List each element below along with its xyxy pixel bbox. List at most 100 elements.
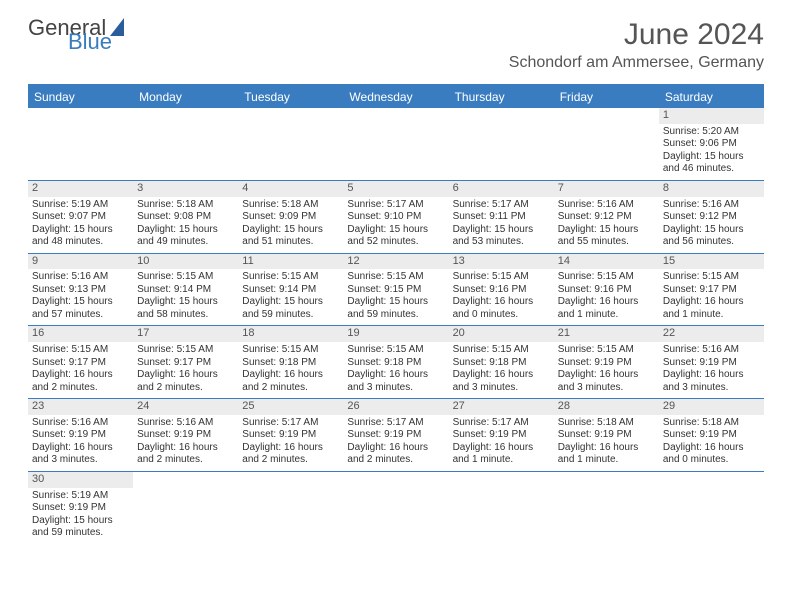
day-number: 21 <box>554 326 659 342</box>
daylight-text: and 3 minutes. <box>558 382 655 395</box>
daylight-text: Daylight: 16 hours <box>453 369 550 382</box>
sunrise-text: Sunrise: 5:15 AM <box>558 271 655 284</box>
week-row: 30Sunrise: 5:19 AMSunset: 9:19 PMDayligh… <box>28 472 764 544</box>
day-cell: 6Sunrise: 5:17 AMSunset: 9:11 PMDaylight… <box>449 181 554 253</box>
daylight-text: and 59 minutes. <box>347 309 444 322</box>
sunset-text: Sunset: 9:09 PM <box>242 211 339 224</box>
day-number <box>659 472 764 474</box>
day-number <box>554 472 659 474</box>
day-cell <box>238 108 343 180</box>
day-number: 28 <box>554 399 659 415</box>
sunset-text: Sunset: 9:13 PM <box>32 284 129 297</box>
sunrise-text: Sunrise: 5:16 AM <box>32 417 129 430</box>
day-number: 2 <box>28 181 133 197</box>
day-cell: 10Sunrise: 5:15 AMSunset: 9:14 PMDayligh… <box>133 254 238 326</box>
day-cell: 5Sunrise: 5:17 AMSunset: 9:10 PMDaylight… <box>343 181 448 253</box>
day-cell: 13Sunrise: 5:15 AMSunset: 9:16 PMDayligh… <box>449 254 554 326</box>
day-number: 9 <box>28 254 133 270</box>
day-cell: 7Sunrise: 5:16 AMSunset: 9:12 PMDaylight… <box>554 181 659 253</box>
daylight-text: and 51 minutes. <box>242 236 339 249</box>
daylight-text: Daylight: 15 hours <box>663 151 760 164</box>
sunrise-text: Sunrise: 5:19 AM <box>32 490 129 503</box>
daylight-text: and 1 minute. <box>453 454 550 467</box>
sunrise-text: Sunrise: 5:17 AM <box>453 417 550 430</box>
daylight-text: Daylight: 16 hours <box>558 296 655 309</box>
daylight-text: Daylight: 15 hours <box>558 224 655 237</box>
daylight-text: and 2 minutes. <box>347 454 444 467</box>
sunset-text: Sunset: 9:19 PM <box>558 357 655 370</box>
daylight-text: and 3 minutes. <box>347 382 444 395</box>
daylight-text: and 58 minutes. <box>137 309 234 322</box>
day-cell <box>659 472 764 544</box>
day-cell: 11Sunrise: 5:15 AMSunset: 9:14 PMDayligh… <box>238 254 343 326</box>
daylight-text: and 3 minutes. <box>453 382 550 395</box>
sunset-text: Sunset: 9:11 PM <box>453 211 550 224</box>
daylight-text: Daylight: 15 hours <box>32 296 129 309</box>
daylight-text: and 52 minutes. <box>347 236 444 249</box>
day-number: 22 <box>659 326 764 342</box>
day-cell: 4Sunrise: 5:18 AMSunset: 9:09 PMDaylight… <box>238 181 343 253</box>
daylight-text: and 1 minute. <box>663 309 760 322</box>
sunrise-text: Sunrise: 5:15 AM <box>137 271 234 284</box>
day-number: 29 <box>659 399 764 415</box>
day-header: Sunday <box>28 86 133 108</box>
daylight-text: and 59 minutes. <box>32 527 129 540</box>
daylight-text: Daylight: 16 hours <box>347 442 444 455</box>
logo: General Blue <box>28 18 124 52</box>
sunset-text: Sunset: 9:14 PM <box>242 284 339 297</box>
day-number <box>554 108 659 110</box>
calendar: Sunday Monday Tuesday Wednesday Thursday… <box>28 84 764 544</box>
daylight-text: and 3 minutes. <box>663 382 760 395</box>
sunrise-text: Sunrise: 5:18 AM <box>242 199 339 212</box>
day-cell: 22 Sunrise: 5:16 AMSunset: 9:19 PMDayligh… <box>659 326 764 398</box>
daylight-text: and 1 minute. <box>558 309 655 322</box>
sunset-text: Sunset: 9:06 PM <box>663 138 760 151</box>
daylight-text: and 57 minutes. <box>32 309 129 322</box>
sunrise-text: Sunrise: 5:17 AM <box>242 417 339 430</box>
sunrise-text: Sunrise: 5:15 AM <box>137 344 234 357</box>
day-number: 25 <box>238 399 343 415</box>
sunrise-text: Sunrise: 5:15 AM <box>242 344 339 357</box>
day-cell: 9Sunrise: 5:16 AMSunset: 9:13 PMDaylight… <box>28 254 133 326</box>
daylight-text: and 2 minutes. <box>137 454 234 467</box>
day-number: 14 <box>554 254 659 270</box>
sunset-text: Sunset: 9:19 PM <box>663 357 760 370</box>
sunrise-text: Sunrise: 5:18 AM <box>558 417 655 430</box>
week-row: 9Sunrise: 5:16 AMSunset: 9:13 PMDaylight… <box>28 254 764 327</box>
daylight-text: Daylight: 16 hours <box>663 369 760 382</box>
sunrise-text: Sunrise: 5:15 AM <box>347 344 444 357</box>
sunrise-text: Sunrise: 5:15 AM <box>663 271 760 284</box>
sunset-text: Sunset: 9:14 PM <box>137 284 234 297</box>
day-number: 16 <box>28 326 133 342</box>
daylight-text: and 2 minutes. <box>242 454 339 467</box>
day-cell: 27Sunrise: 5:17 AMSunset: 9:19 PMDayligh… <box>449 399 554 471</box>
daylight-text: and 2 minutes. <box>137 382 234 395</box>
daylight-text: and 3 minutes. <box>32 454 129 467</box>
day-number: 26 <box>343 399 448 415</box>
daylight-text: and 55 minutes. <box>558 236 655 249</box>
daylight-text: and 49 minutes. <box>137 236 234 249</box>
day-number: 3 <box>133 181 238 197</box>
daylight-text: Daylight: 16 hours <box>32 369 129 382</box>
day-number: 17 <box>133 326 238 342</box>
daylight-text: and 59 minutes. <box>242 309 339 322</box>
day-number <box>449 108 554 110</box>
daylight-text: Daylight: 15 hours <box>32 515 129 528</box>
day-header: Wednesday <box>343 86 448 108</box>
day-cell: 18Sunrise: 5:15 AMSunset: 9:18 PMDayligh… <box>238 326 343 398</box>
sunrise-text: Sunrise: 5:17 AM <box>347 199 444 212</box>
sunset-text: Sunset: 9:19 PM <box>32 502 129 515</box>
day-cell: 29Sunrise: 5:18 AMSunset: 9:19 PMDayligh… <box>659 399 764 471</box>
day-cell: 17Sunrise: 5:15 AMSunset: 9:17 PMDayligh… <box>133 326 238 398</box>
sunset-text: Sunset: 9:08 PM <box>137 211 234 224</box>
sunset-text: Sunset: 9:17 PM <box>32 357 129 370</box>
daylight-text: Daylight: 15 hours <box>453 224 550 237</box>
sunrise-text: Sunrise: 5:16 AM <box>663 344 760 357</box>
daylight-text: and 2 minutes. <box>242 382 339 395</box>
week-row: 16Sunrise: 5:15 AMSunset: 9:17 PMDayligh… <box>28 326 764 399</box>
sunrise-text: Sunrise: 5:15 AM <box>453 271 550 284</box>
sunset-text: Sunset: 9:15 PM <box>347 284 444 297</box>
title-block: June 2024 Schondorf am Ammersee, Germany <box>509 18 764 72</box>
sunset-text: Sunset: 9:19 PM <box>242 429 339 442</box>
daylight-text: Daylight: 16 hours <box>242 442 339 455</box>
